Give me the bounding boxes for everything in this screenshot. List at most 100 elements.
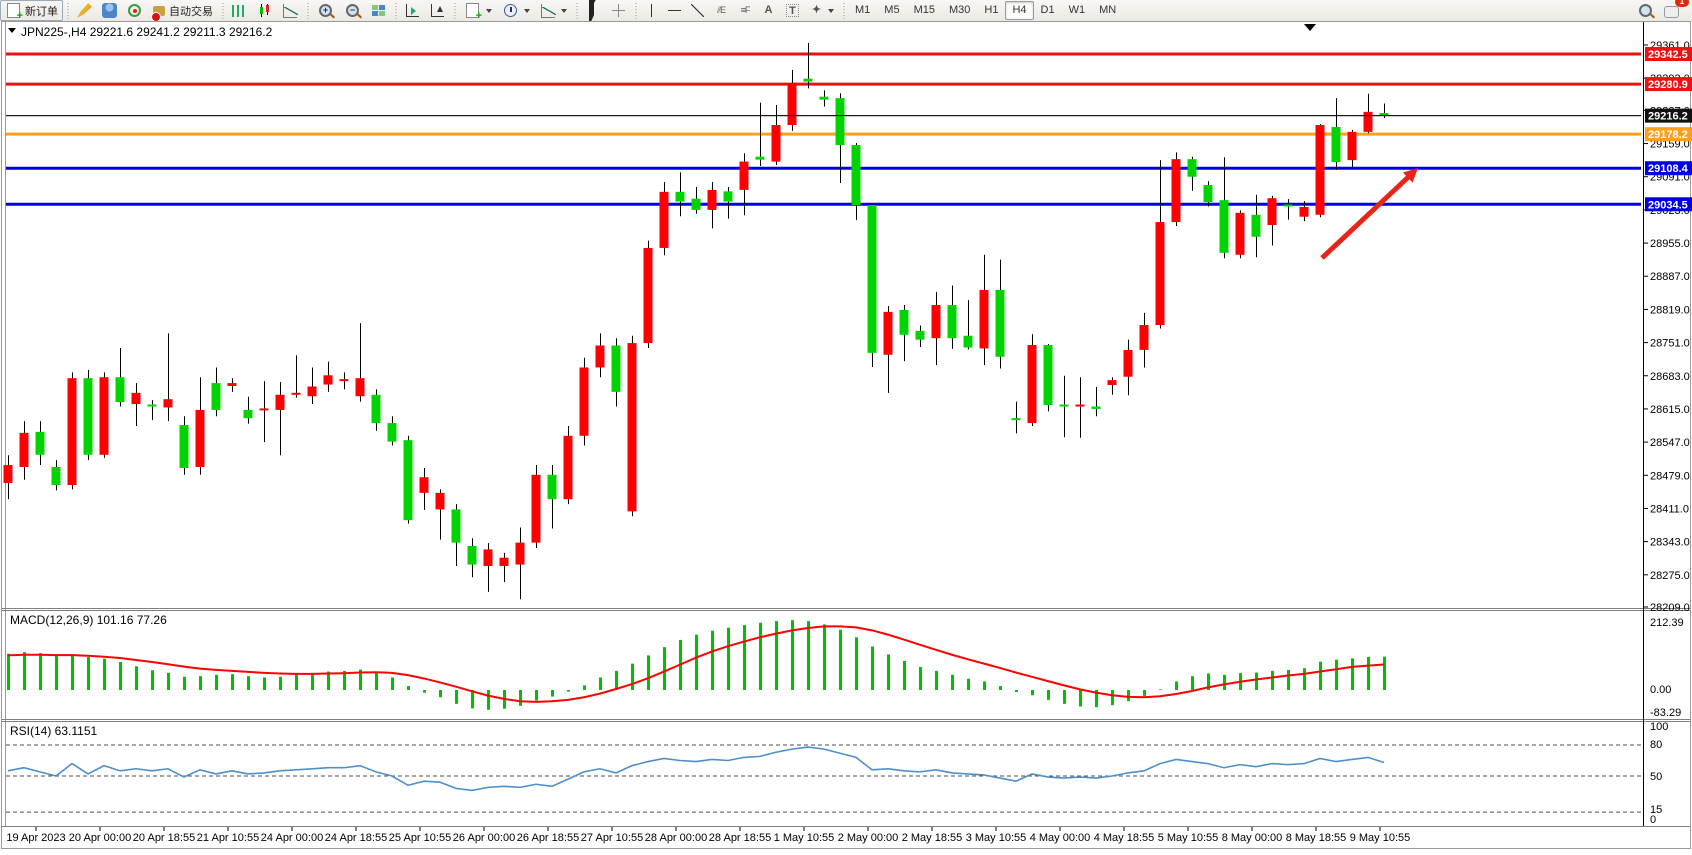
- vertical-line-icon: [645, 4, 658, 17]
- svg-text:100: 100: [1650, 721, 1668, 733]
- timeframe-m1[interactable]: M1: [855, 4, 871, 16]
- candle: [435, 492, 445, 510]
- candle: [51, 466, 61, 486]
- candle: [787, 83, 797, 126]
- fibonacci-button[interactable]: ≡F: [733, 0, 757, 21]
- svg-text:28683.0: 28683.0: [1650, 371, 1690, 383]
- tile-windows-icon: [372, 4, 385, 17]
- candle: [659, 191, 669, 248]
- time-axis-label: 2 May 00:00: [838, 832, 899, 844]
- candlestick-chart-button[interactable]: [252, 0, 277, 21]
- metaeditor-icon: [77, 3, 92, 18]
- candle: [515, 542, 525, 565]
- chart-shift-button[interactable]: [425, 0, 450, 21]
- price-axis-ticks: 29361.029293.029227.029159.029091.029023…: [1643, 40, 1690, 614]
- time-axis-label: 8 May 18:55: [1286, 832, 1347, 844]
- candle: [611, 345, 621, 392]
- candle: [707, 189, 717, 210]
- candle: [835, 98, 845, 146]
- fibonacci-icon: ≡F: [740, 5, 751, 15]
- line-chart-icon: [283, 3, 298, 18]
- toolbar-separator: [65, 2, 70, 19]
- candle: [131, 392, 141, 405]
- timeframe-h1[interactable]: H1: [984, 4, 999, 16]
- candle: [195, 409, 205, 467]
- candle: [227, 383, 237, 387]
- auto-scroll-button[interactable]: [400, 0, 425, 21]
- mql5-community-button[interactable]: [97, 0, 122, 21]
- timeframe-mn[interactable]: MN: [1099, 4, 1117, 16]
- symbol-dropdown-icon[interactable]: [8, 28, 16, 33]
- chevron-down-icon: [561, 8, 567, 13]
- line-chart-button[interactable]: [277, 0, 303, 21]
- zoom-in-icon: +: [319, 4, 332, 17]
- vertical-line-button[interactable]: [640, 0, 663, 21]
- time-axis-label: 28 Apr 18:55: [709, 832, 771, 844]
- candle: [579, 367, 589, 436]
- chevron-down-icon: [524, 8, 530, 13]
- trend-arrow-annotation[interactable]: [1320, 171, 1414, 260]
- svg-text:212.39: 212.39: [1650, 617, 1684, 629]
- svg-text:28209.0: 28209.0: [1650, 602, 1690, 614]
- candle: [563, 435, 573, 500]
- autotrading-button[interactable]: 自动交易: [147, 0, 218, 22]
- candle: [1219, 200, 1229, 253]
- price-chart-canvas[interactable]: 29361.029293.029227.029159.029091.029023…: [0, 21, 1692, 850]
- time-axis-label: 3 May 10:55: [966, 832, 1027, 844]
- candle: [307, 386, 317, 397]
- new-order-button[interactable]: 新订单: [0, 0, 63, 22]
- horizontal-level-lines[interactable]: [6, 52, 1641, 206]
- candle: [771, 125, 781, 162]
- channel-icon: ⫽E: [716, 5, 726, 15]
- candle: [67, 378, 77, 486]
- timeframe-m15[interactable]: M15: [913, 4, 935, 16]
- signals-button[interactable]: [122, 0, 147, 21]
- horizontal-line-icon: [668, 4, 681, 17]
- templates-button[interactable]: [535, 0, 572, 21]
- text-button[interactable]: A: [757, 0, 780, 21]
- svg-text:28343.0: 28343.0: [1650, 537, 1690, 549]
- candle: [243, 409, 253, 419]
- chart-shift-marker[interactable]: [1304, 24, 1316, 31]
- candle: [403, 440, 413, 521]
- search-button[interactable]: [1632, 0, 1659, 21]
- svg-text:28955.0: 28955.0: [1650, 238, 1690, 250]
- candle: [1331, 126, 1341, 163]
- timeframe-m5[interactable]: M5: [884, 4, 900, 16]
- cursor-button[interactable]: [581, 0, 606, 26]
- candle: [643, 247, 653, 344]
- candle: [99, 377, 109, 455]
- metaeditor-button[interactable]: [72, 0, 97, 21]
- bar-chart-button[interactable]: [227, 0, 252, 21]
- chart-shift-icon: [431, 4, 444, 17]
- trendline-button[interactable]: [686, 0, 709, 21]
- indicators-button[interactable]: [459, 0, 497, 22]
- crosshair-button[interactable]: [606, 0, 631, 21]
- svg-text:-83.29: -83.29: [1650, 707, 1681, 719]
- candle: [467, 546, 477, 565]
- toolbar-separator: [393, 2, 398, 19]
- timeframe-m30[interactable]: M30: [948, 4, 971, 16]
- tile-windows-button[interactable]: [366, 0, 391, 21]
- timeframe-h4[interactable]: H4: [1005, 1, 1034, 20]
- trend-arrow-head: [1402, 168, 1418, 183]
- text-label-button[interactable]: T: [780, 0, 805, 21]
- candlestick-chart-icon: [258, 4, 271, 17]
- candle: [1075, 404, 1085, 407]
- arrows-button[interactable]: ✦: [805, 0, 839, 21]
- candle: [867, 205, 877, 353]
- channel-button[interactable]: ⫽E: [709, 0, 733, 21]
- chart-window[interactable]: 29361.029293.029227.029159.029091.029023…: [0, 21, 1692, 850]
- autotrading-icon: [151, 5, 165, 22]
- horizontal-line-button[interactable]: [663, 0, 686, 21]
- clock-icon: [504, 4, 517, 17]
- timeframe-d1[interactable]: D1: [1040, 4, 1055, 16]
- zoom-out-button[interactable]: −: [339, 0, 366, 21]
- timeframe-w1[interactable]: W1: [1068, 4, 1086, 16]
- candle: [1363, 111, 1373, 132]
- candle: [339, 379, 349, 382]
- notifications-button[interactable]: 1: [1659, 0, 1689, 21]
- candle: [1379, 113, 1389, 116]
- periods-button[interactable]: [497, 0, 535, 21]
- zoom-in-button[interactable]: +: [312, 0, 339, 21]
